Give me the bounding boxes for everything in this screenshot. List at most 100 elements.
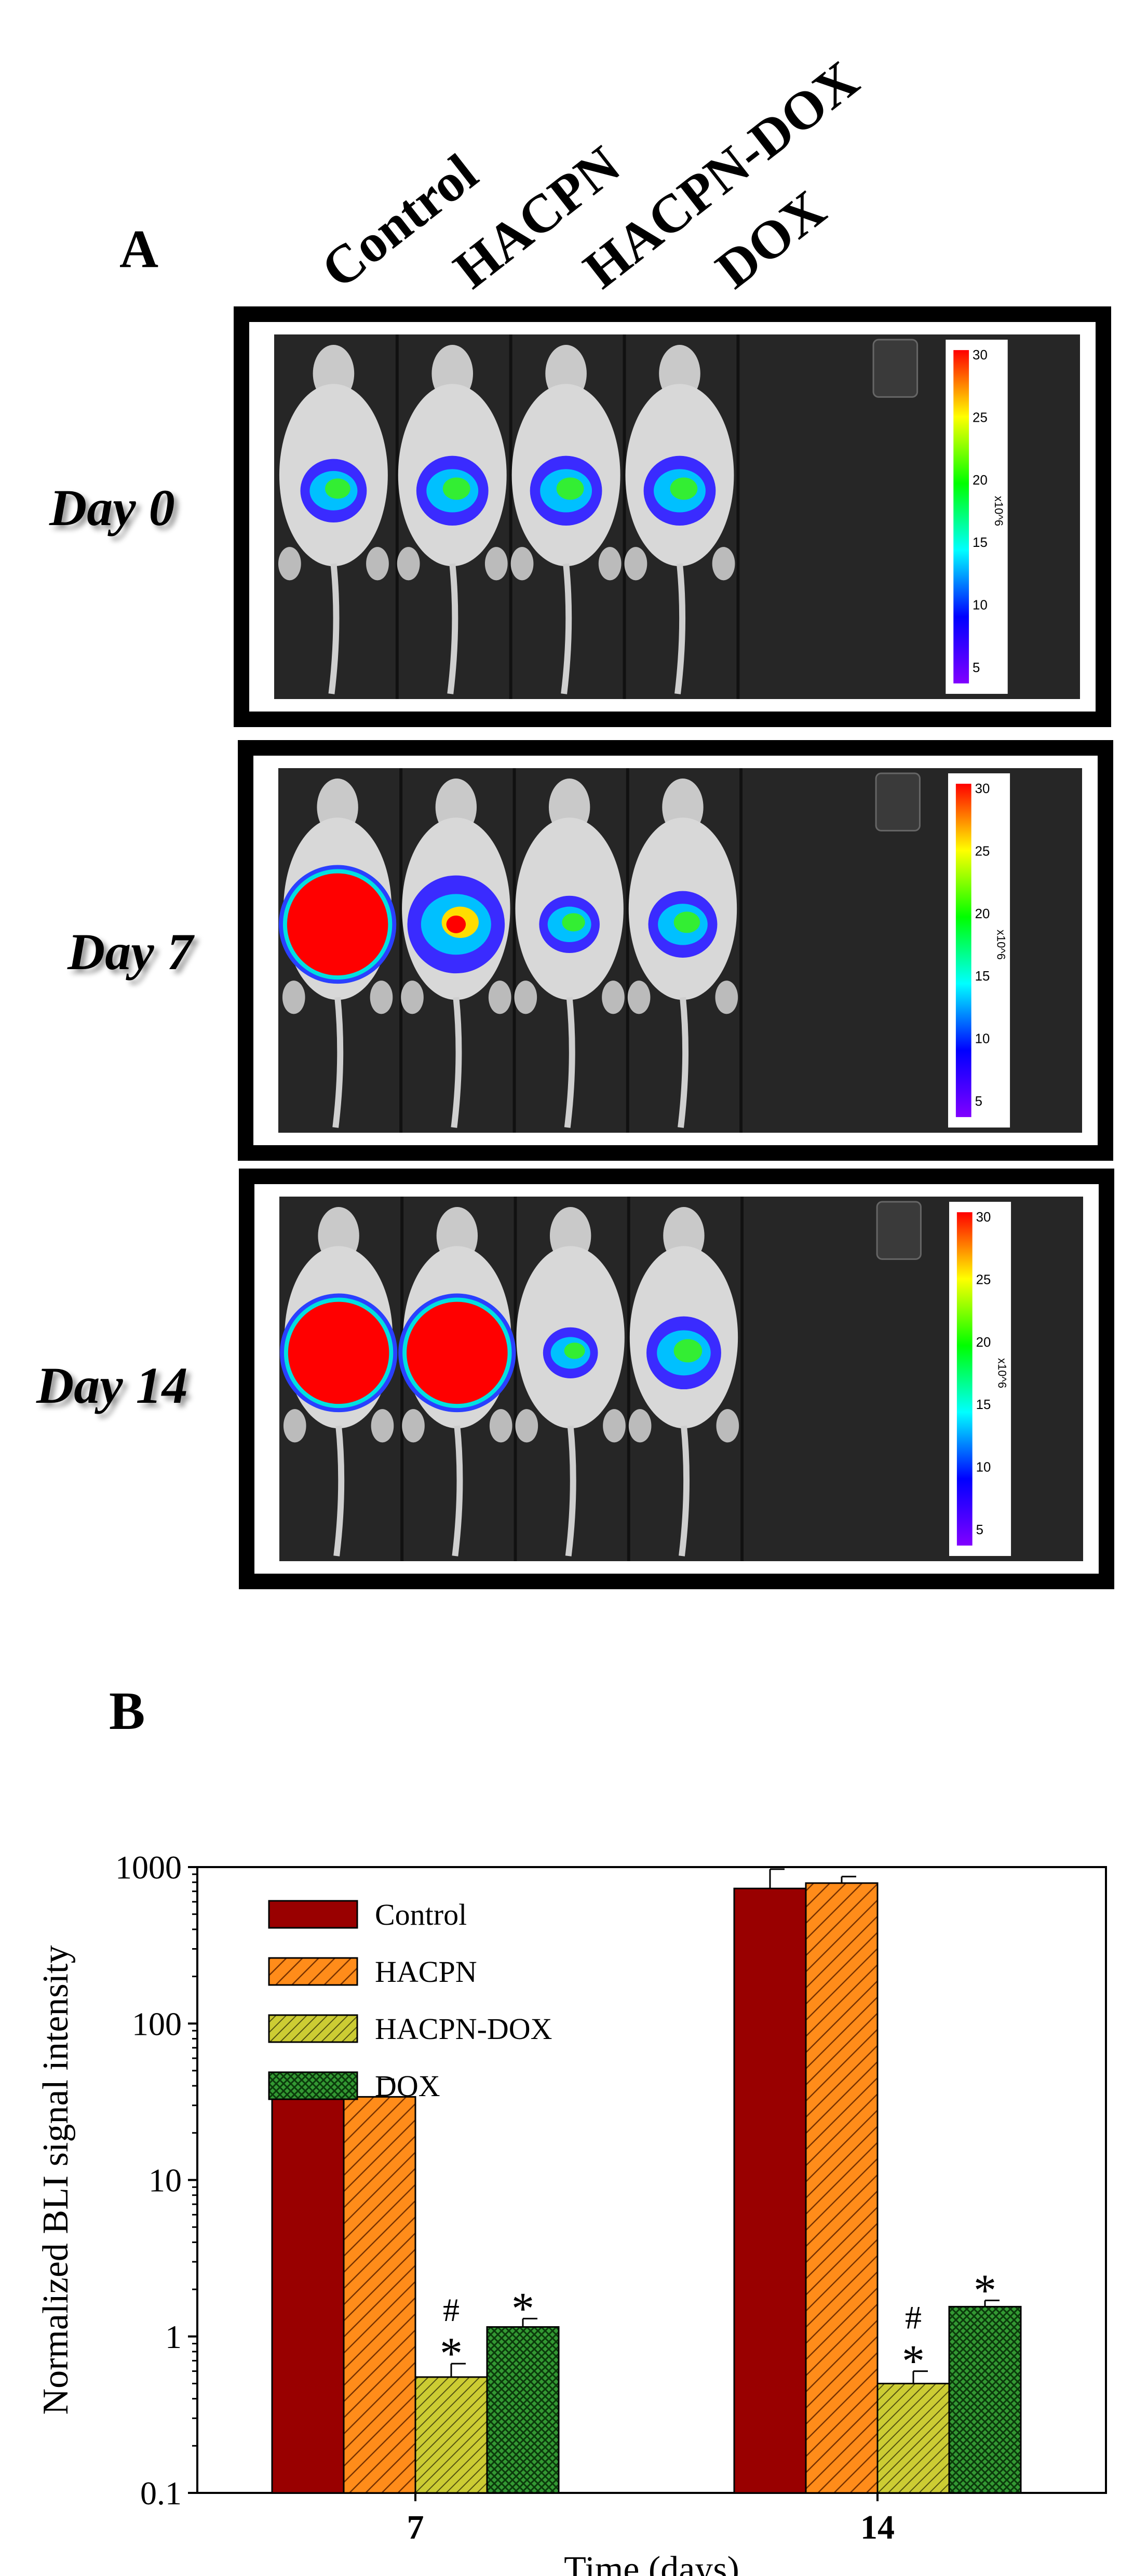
mouse-0	[278, 779, 397, 1128]
partition-3	[740, 1197, 744, 1561]
mouse-3	[627, 779, 738, 1128]
partition-3	[739, 768, 743, 1133]
legend-label: DOX	[375, 2069, 440, 2103]
bar-dox-14	[948, 2305, 1022, 2494]
colorbar-tick: 30	[975, 782, 990, 796]
mouse-foot	[488, 981, 511, 1014]
mouse-foot	[370, 981, 393, 1014]
bar-control-14	[733, 1887, 807, 2494]
legend-swatch	[268, 2071, 358, 2100]
mouse-foot	[489, 1409, 512, 1443]
mouse-2	[510, 345, 622, 694]
mouse-tail	[447, 563, 458, 694]
signal-core	[673, 1339, 703, 1363]
mouse-foot	[624, 547, 647, 581]
x-tick-label: 7	[407, 2508, 424, 2546]
significance-mark: #	[443, 2291, 460, 2328]
colorbar-tick: 15	[976, 1398, 991, 1412]
colorbar: 30 25 20 15 10 5 x10^6	[946, 340, 1008, 694]
mouse-2	[515, 1207, 626, 1557]
significance-mark: #	[905, 2299, 922, 2336]
colorbar-unit: x10^6	[992, 496, 1005, 526]
colorbar-tick: 5	[973, 660, 980, 675]
legend: Control HACPN HACPN-DOX DOX	[268, 1898, 552, 2103]
mouse-foot	[401, 981, 424, 1014]
legend-swatch	[268, 2014, 358, 2043]
mouse-foot	[628, 1409, 652, 1443]
bar-hacpn-7	[343, 2096, 416, 2494]
colorbar-tick: 25	[973, 409, 988, 425]
signal-core	[325, 478, 350, 499]
mouse-tail	[565, 1425, 576, 1557]
colorbar-tick: 15	[975, 969, 990, 984]
colorbar: 30 25 20 15 10 5 x10^6	[949, 1202, 1011, 1556]
mouse-tail	[674, 563, 686, 694]
legend-label: Control	[375, 1898, 467, 1931]
mouse-foot	[366, 547, 389, 581]
colorbar-gradient	[956, 1212, 973, 1546]
bli-image-day-0: 30 25 20 15 10 5 x10^6	[234, 306, 1111, 727]
bli-image-day-7: 30 25 20 15 10 5 x10^6	[238, 740, 1113, 1161]
mouse-tail	[564, 997, 575, 1128]
colorbar-tick: 20	[975, 907, 990, 921]
signal-core	[556, 477, 584, 500]
mouse-foot	[371, 1409, 394, 1443]
mouse-foot	[283, 1409, 306, 1443]
colorbar-tick: 30	[976, 1210, 991, 1225]
mouse-foot	[515, 1409, 538, 1443]
bar-hacpn-dox-14	[876, 2382, 950, 2494]
mouse-foot	[484, 547, 508, 581]
mouse-2	[514, 779, 625, 1128]
partition-0	[400, 1197, 404, 1561]
colorbar-unit: x10^6	[994, 930, 1007, 960]
mouse-tail	[452, 1425, 463, 1557]
mouse-1	[401, 779, 511, 1128]
mouse-3	[628, 1207, 739, 1557]
significance-mark: *	[902, 2337, 925, 2387]
mouse-foot	[514, 981, 537, 1014]
mouse-foot	[282, 981, 305, 1014]
colorbar-gradient	[953, 350, 969, 683]
colorbar-tick: 15	[973, 534, 988, 550]
mouse-0	[279, 1207, 398, 1557]
mouse-tail	[332, 997, 344, 1128]
mouse-0	[278, 345, 389, 694]
jar	[875, 772, 921, 831]
mouse-foot	[603, 1409, 626, 1443]
mouse-1	[397, 345, 508, 694]
bar-hacpn-dox-7	[414, 2376, 488, 2494]
colorbar-tick: 30	[973, 347, 988, 363]
colorbar-tick: 20	[973, 472, 988, 488]
mouse-tail	[678, 997, 689, 1128]
legend-swatch	[268, 1957, 358, 1986]
mouse-foot	[602, 981, 625, 1014]
partition-1	[509, 334, 512, 699]
significance-mark: *	[440, 2329, 463, 2379]
colorbar-tick: 5	[976, 1523, 983, 1537]
bar-dox-7	[486, 2326, 560, 2494]
mouse-foot	[598, 547, 622, 581]
mouse-tail	[333, 1425, 345, 1557]
y-tick-label: 1	[165, 2318, 182, 2355]
colorbar-unit: x10^6	[995, 1358, 1008, 1388]
bar-control-7	[271, 2090, 345, 2494]
colorbar-tick: 10	[975, 1031, 990, 1046]
colorbar-gradient	[955, 784, 971, 1117]
colorbar-tick: 25	[975, 844, 990, 858]
mouse-tail	[451, 997, 462, 1128]
bli-image-day-14: 30 25 20 15 10 5 x10^6	[239, 1169, 1114, 1589]
partition-2	[627, 1197, 630, 1561]
mouse-foot	[712, 547, 735, 581]
colorbar-tick: 10	[976, 1460, 991, 1474]
signal-core	[562, 913, 585, 932]
mouse-foot	[402, 1409, 425, 1443]
partition-2	[623, 334, 626, 699]
legend-label: HACPN	[375, 1955, 477, 1989]
significance-mark: *	[974, 2265, 996, 2316]
colorbar-tick: 10	[973, 597, 988, 612]
mouse-tail	[328, 563, 340, 694]
y-tick-label: 10	[148, 2162, 182, 2199]
panel-a-letter: A	[119, 219, 159, 279]
signal-core	[407, 1302, 508, 1404]
